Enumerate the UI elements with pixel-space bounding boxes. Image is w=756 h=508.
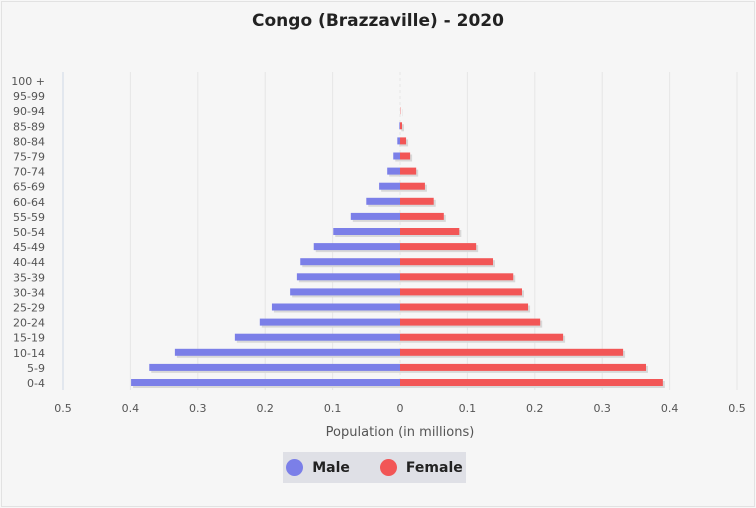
female-bar — [400, 197, 434, 205]
y-tick-label: 60-64 — [13, 196, 45, 209]
male-bar — [333, 228, 400, 235]
male-bar — [149, 363, 400, 371]
female-bar — [400, 288, 522, 296]
bar-shadow — [402, 124, 405, 132]
female-bar — [400, 152, 411, 160]
x-tick-label: 0.3 — [593, 402, 611, 415]
x-tick-label: 0.5 — [54, 402, 72, 415]
female-bar — [400, 167, 417, 175]
female-bar — [400, 318, 541, 326]
male-bar — [296, 273, 400, 281]
y-tick-label: 100 + — [11, 75, 45, 88]
legend-label-female: Female — [405, 459, 463, 476]
y-tick-label: 25-29 — [13, 302, 45, 315]
y-tick-label: 85-89 — [13, 120, 45, 133]
male-bar — [234, 333, 400, 341]
legend-item-female[interactable]: Female — [379, 459, 463, 476]
y-tick-label: 75-79 — [13, 151, 45, 164]
male-bar — [379, 182, 400, 190]
x-tick-label: 0.5 — [728, 402, 746, 415]
y-tick-label: 65-69 — [13, 181, 45, 194]
y-tick-label: 15-19 — [13, 332, 45, 345]
female-bar — [400, 137, 407, 145]
x-tick-label: 0.3 — [189, 402, 207, 415]
legend-label-male: Male — [312, 459, 350, 476]
male-bar — [313, 243, 400, 251]
female-bar — [400, 182, 425, 190]
male-bar — [131, 379, 400, 386]
female-bar — [400, 273, 514, 281]
x-tick-label: 0.1 — [324, 402, 342, 415]
x-tick-label: 0.4 — [122, 402, 140, 415]
x-tick-label: 0.1 — [459, 402, 477, 415]
male-bar — [397, 137, 400, 145]
legend-item-male[interactable]: Male — [286, 459, 350, 476]
female-bar — [400, 258, 494, 266]
y-tick-label: 0-4 — [27, 377, 45, 390]
female-bar — [400, 212, 444, 220]
x-tick-label: 0.2 — [526, 402, 544, 415]
y-tick-label: 55-59 — [13, 211, 45, 224]
y-tick-label: 35-39 — [13, 271, 45, 284]
male-bar — [399, 122, 400, 130]
y-tick-label: 45-49 — [13, 241, 45, 254]
male-dot-icon — [286, 459, 304, 476]
female-bar — [400, 363, 647, 371]
y-tick-label: 10-14 — [13, 347, 45, 360]
male-bar — [271, 303, 400, 311]
male-bar — [174, 348, 400, 356]
x-axis-label: Population (in millions) — [326, 425, 475, 440]
female-bar — [400, 228, 460, 235]
female-bar — [400, 303, 529, 311]
female-dot-icon — [379, 459, 397, 476]
male-bar — [387, 167, 400, 175]
chart-title: Congo (Brazzaville) - 2020 — [252, 11, 504, 31]
y-tick-label: 80-84 — [13, 135, 45, 148]
male-bar — [393, 152, 400, 160]
male-bar — [259, 318, 400, 326]
y-tick-label: 70-74 — [13, 166, 45, 179]
y-tick-label: 40-44 — [13, 256, 45, 269]
y-tick-label: 95-99 — [13, 90, 45, 103]
female-bar — [400, 333, 564, 341]
y-tick-label: 50-54 — [13, 226, 45, 239]
x-tick-label: 0.4 — [661, 402, 679, 415]
female-bar — [400, 122, 403, 130]
y-tick-label: 30-34 — [13, 286, 45, 299]
y-tick-label: 20-24 — [13, 317, 45, 330]
x-tick-label: 0.2 — [256, 402, 274, 415]
male-bar — [290, 288, 400, 296]
female-bar — [400, 243, 477, 251]
y-tick-label: 5-9 — [27, 362, 45, 375]
x-tick-label: 0 — [397, 402, 404, 415]
female-bar — [400, 348, 624, 356]
male-bar — [366, 197, 400, 205]
female-bar — [400, 379, 663, 386]
legend: Male Female — [283, 452, 466, 483]
y-tick-label: 90-94 — [13, 105, 45, 118]
male-bar — [300, 258, 400, 266]
male-bar — [350, 212, 400, 220]
